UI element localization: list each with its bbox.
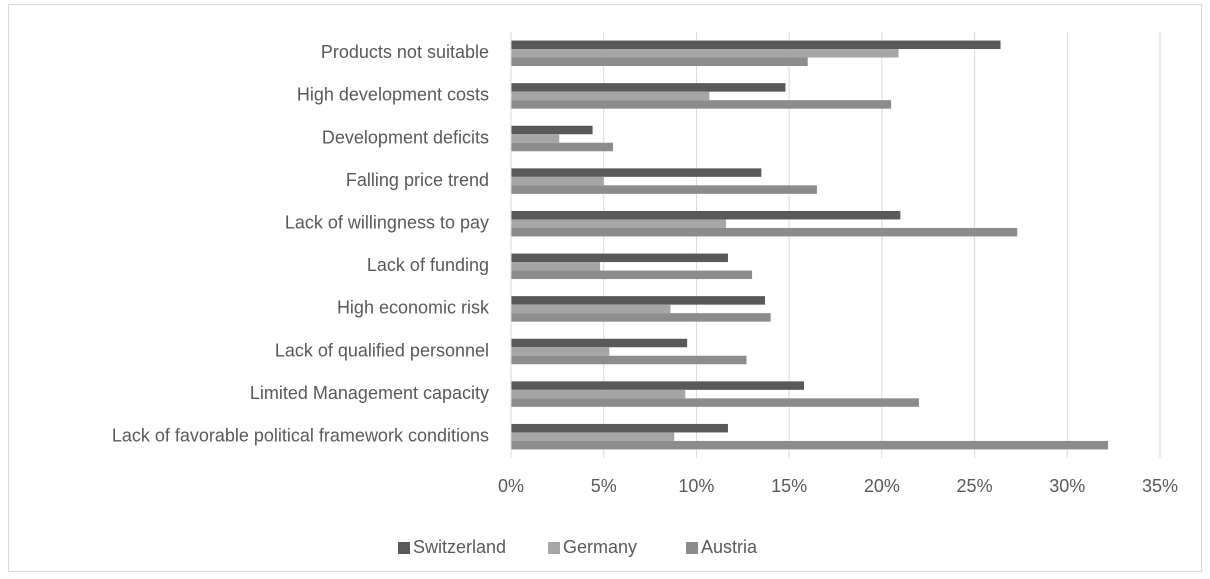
bar — [511, 219, 727, 228]
bar — [511, 440, 1109, 450]
legend-label: Switzerland — [413, 537, 506, 557]
x-tick-label: 10% — [678, 476, 714, 496]
bar — [511, 100, 892, 109]
bar — [511, 253, 728, 263]
bar — [511, 381, 804, 390]
legend-label: Austria — [701, 537, 758, 557]
bar — [511, 134, 560, 143]
y-tick-label: High development costs — [297, 85, 489, 105]
bar — [511, 355, 747, 365]
bar — [511, 176, 604, 186]
bar — [511, 347, 610, 356]
x-tick-label: 20% — [864, 476, 900, 496]
bar — [511, 49, 899, 58]
y-tick-label: Lack of funding — [367, 255, 489, 275]
bar — [511, 125, 593, 135]
legend-label: Germany — [563, 537, 637, 557]
y-tick-label: Products not suitable — [321, 42, 489, 62]
bar — [511, 227, 1018, 237]
bar — [511, 389, 686, 399]
bar — [511, 83, 786, 92]
bar — [511, 262, 601, 271]
y-tick-label: Lack of willingness to pay — [285, 212, 489, 232]
bar — [511, 270, 753, 280]
bar — [511, 185, 817, 194]
x-tick-label: 35% — [1142, 476, 1178, 496]
bar — [511, 57, 808, 67]
y-tick-label: Limited Management capacity — [250, 383, 489, 403]
y-tick-label: High economic risk — [337, 298, 490, 318]
bar — [511, 40, 1001, 50]
y-tick-label: Lack of favorable political framework co… — [112, 425, 489, 445]
bar — [511, 398, 919, 407]
x-tick-label: 30% — [1049, 476, 1085, 496]
x-tick-label: 15% — [771, 476, 807, 496]
x-tick-label: 0% — [498, 476, 524, 496]
y-tick-label: Lack of qualified personnel — [275, 340, 489, 360]
legend-swatch — [398, 542, 410, 554]
y-tick-label: Falling price trend — [346, 170, 489, 190]
x-tick-label: 25% — [957, 476, 993, 496]
bar — [511, 423, 728, 433]
bar — [511, 296, 766, 305]
x-tick-label: 5% — [591, 476, 617, 496]
bar — [511, 210, 901, 220]
bar — [511, 432, 675, 441]
bar — [511, 142, 613, 152]
legend-swatch — [686, 542, 698, 554]
legend-swatch — [548, 542, 560, 554]
y-tick-label: Development deficits — [322, 127, 489, 147]
bar — [511, 91, 710, 101]
bar — [511, 168, 762, 177]
bar — [511, 304, 671, 314]
bar — [511, 338, 688, 348]
bar — [511, 313, 771, 322]
